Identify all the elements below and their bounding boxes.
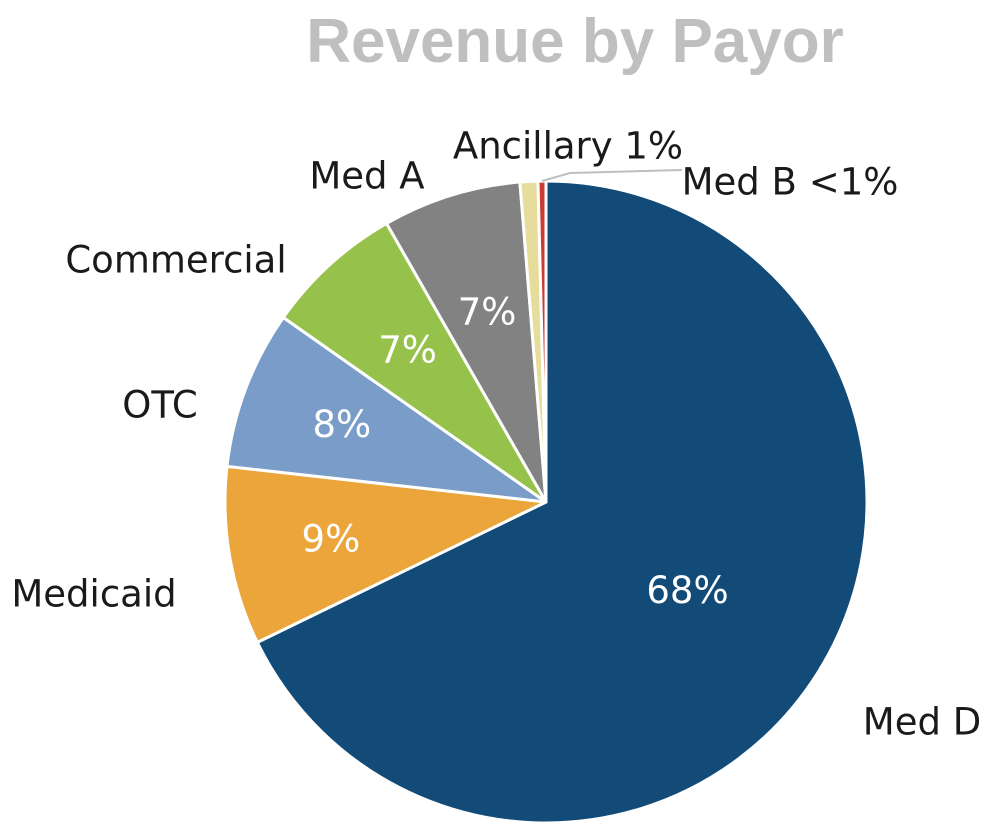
category-label-medicaid: Medicaid <box>11 573 176 616</box>
category-label-med-d: Med D <box>863 701 981 744</box>
data-label-otc: 8% <box>312 403 371 446</box>
pie-slice-commercial <box>281 221 548 504</box>
category-label-med-a: Med A <box>309 155 424 198</box>
pie-slices <box>223 179 869 825</box>
data-label-medicaid: 9% <box>302 518 361 561</box>
category-label-med-b: Med B <1% <box>682 161 899 204</box>
pie-category-labels: Med D Medicaid OTC Commercial Med A Ancillary… <box>11 125 981 744</box>
pie-slice-med-a <box>385 180 548 504</box>
pie-slice-otc <box>225 315 548 504</box>
pie-slice-med-d <box>255 179 869 825</box>
leader-line-med-b <box>541 169 683 182</box>
data-label-commercial: 7% <box>378 329 437 372</box>
pie-slice-med-b <box>536 179 548 504</box>
pie-value-labels: 68%9%8%7%7% <box>302 290 729 612</box>
category-label-commercial: Commercial <box>65 239 286 282</box>
category-label-otc: OTC <box>122 384 197 427</box>
pie-slice-medicaid <box>223 464 548 644</box>
chart-title: Revenue by Payor <box>306 7 844 76</box>
data-label-med-d: 68% <box>646 569 728 612</box>
category-label-ancillary: Ancillary 1% <box>453 125 683 168</box>
data-label-med-a: 7% <box>458 290 517 333</box>
